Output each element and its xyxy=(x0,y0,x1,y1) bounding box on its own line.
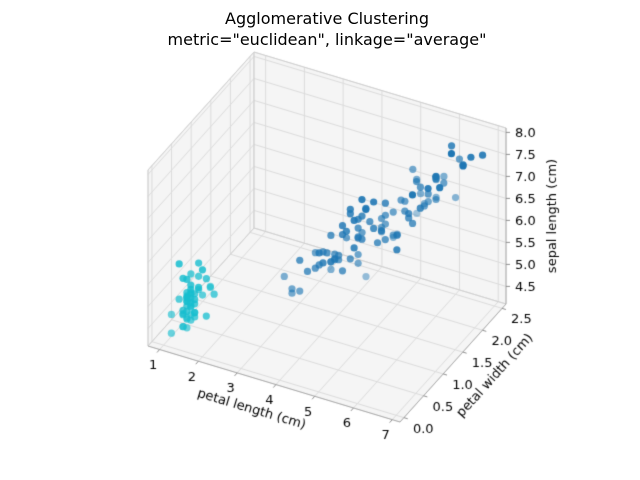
chart-title-line2: metric="euclidean", linkage="average" xyxy=(167,30,487,49)
chart-title: Agglomerative Clustering metric="euclide… xyxy=(14,8,640,50)
chart-title-line1: Agglomerative Clustering xyxy=(225,9,429,28)
